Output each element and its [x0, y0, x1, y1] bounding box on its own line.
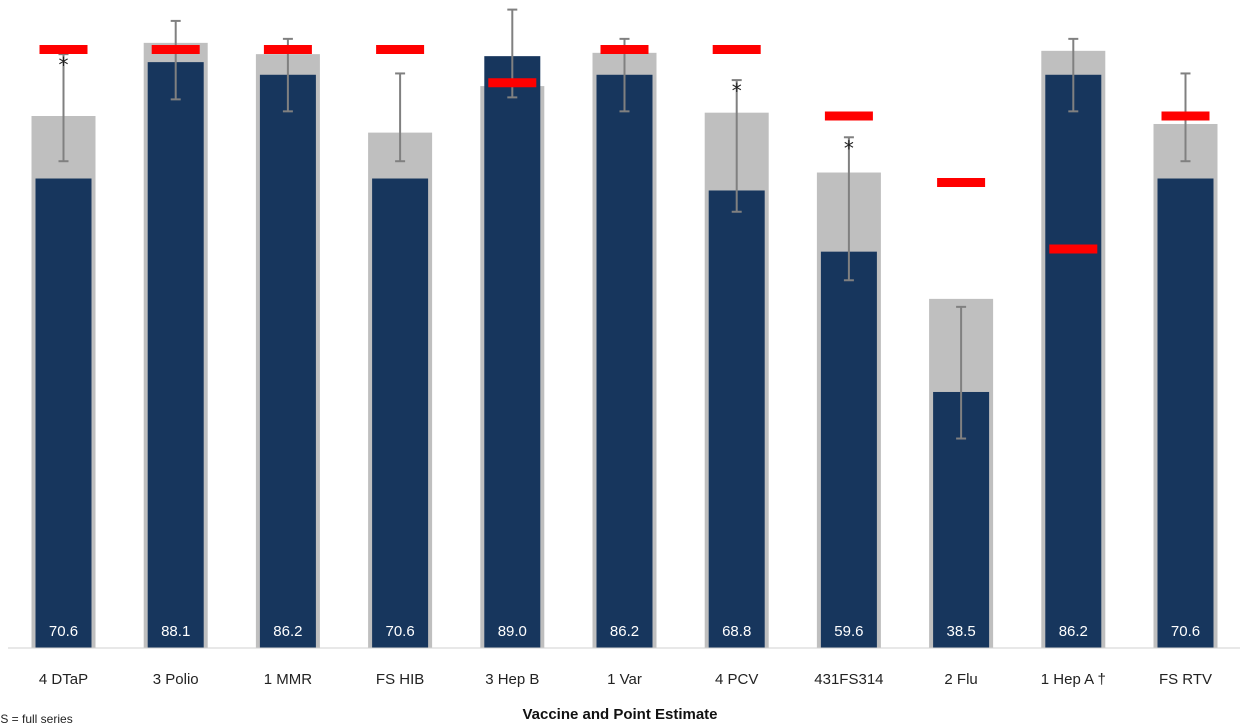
target-marker: [1161, 111, 1210, 121]
data-label: 88.1: [161, 623, 190, 640]
data-label: 70.6: [49, 623, 78, 640]
point-estimate-bar: [372, 178, 429, 648]
point-estimate-bar: [35, 178, 92, 648]
data-label: 86.2: [610, 623, 639, 640]
data-label: 59.6: [834, 623, 863, 640]
x-tick-labels: 4 DTaP 3 Polio 1 MMR FS HIB 3 Hep B 1 Var 4 PC…: [39, 671, 1212, 688]
x-tick-label: 2 Flu: [944, 671, 977, 688]
x-tick-label: 3 Polio: [153, 671, 199, 688]
target-marker: [937, 178, 986, 187]
target-marker: [1049, 244, 1098, 254]
point-estimate-bar: [1157, 178, 1214, 648]
target-marker: [263, 45, 312, 54]
data-label: 89.0: [498, 623, 527, 640]
footnote: FS = full series: [0, 712, 73, 725]
target-marker: [39, 45, 88, 54]
point-estimate-bar: [259, 74, 316, 648]
point-estimate-bar: [1045, 74, 1102, 648]
data-label: 70.6: [385, 623, 414, 640]
chart-plot-area: * 70.6 88.1 86.2 70.6 89.0 86.2 * 68.8 * 59.6 38.5 8…: [31, 8, 1218, 649]
target-marker: [712, 45, 761, 54]
significance-marker: *: [844, 136, 854, 160]
x-tick-label: FS RTV: [1159, 671, 1212, 688]
data-label: 86.2: [1059, 623, 1088, 640]
target-marker: [488, 78, 537, 88]
point-estimate-bar: [484, 56, 541, 648]
target-marker: [824, 111, 873, 121]
data-label: 70.6: [1171, 623, 1200, 640]
x-tick-label: 4 PCV: [715, 671, 758, 688]
data-label: 38.5: [946, 623, 975, 640]
point-estimate-bar: [708, 190, 765, 649]
point-estimate-bar: [820, 251, 877, 648]
point-estimate-bar: [147, 62, 204, 648]
x-tick-label: FS HIB: [376, 671, 424, 688]
x-tick-label: 1 Var: [607, 671, 642, 688]
significance-marker: *: [732, 79, 742, 103]
x-tick-label: 1 Hep A †: [1041, 671, 1106, 688]
x-tick-label: 3 Hep B: [485, 671, 539, 688]
target-marker: [151, 45, 200, 54]
x-tick-label: 431FS314: [814, 671, 883, 688]
x-axis-title: Vaccine and Point Estimate: [522, 706, 717, 723]
point-estimate-bar: [596, 74, 653, 648]
target-marker: [376, 45, 425, 54]
x-tick-label: 1 MMR: [264, 671, 313, 688]
data-label: 86.2: [273, 623, 302, 640]
significance-marker: *: [59, 53, 69, 77]
x-tick-label: 4 DTaP: [39, 671, 88, 688]
data-label: 68.8: [722, 623, 751, 640]
target-marker: [600, 45, 649, 54]
